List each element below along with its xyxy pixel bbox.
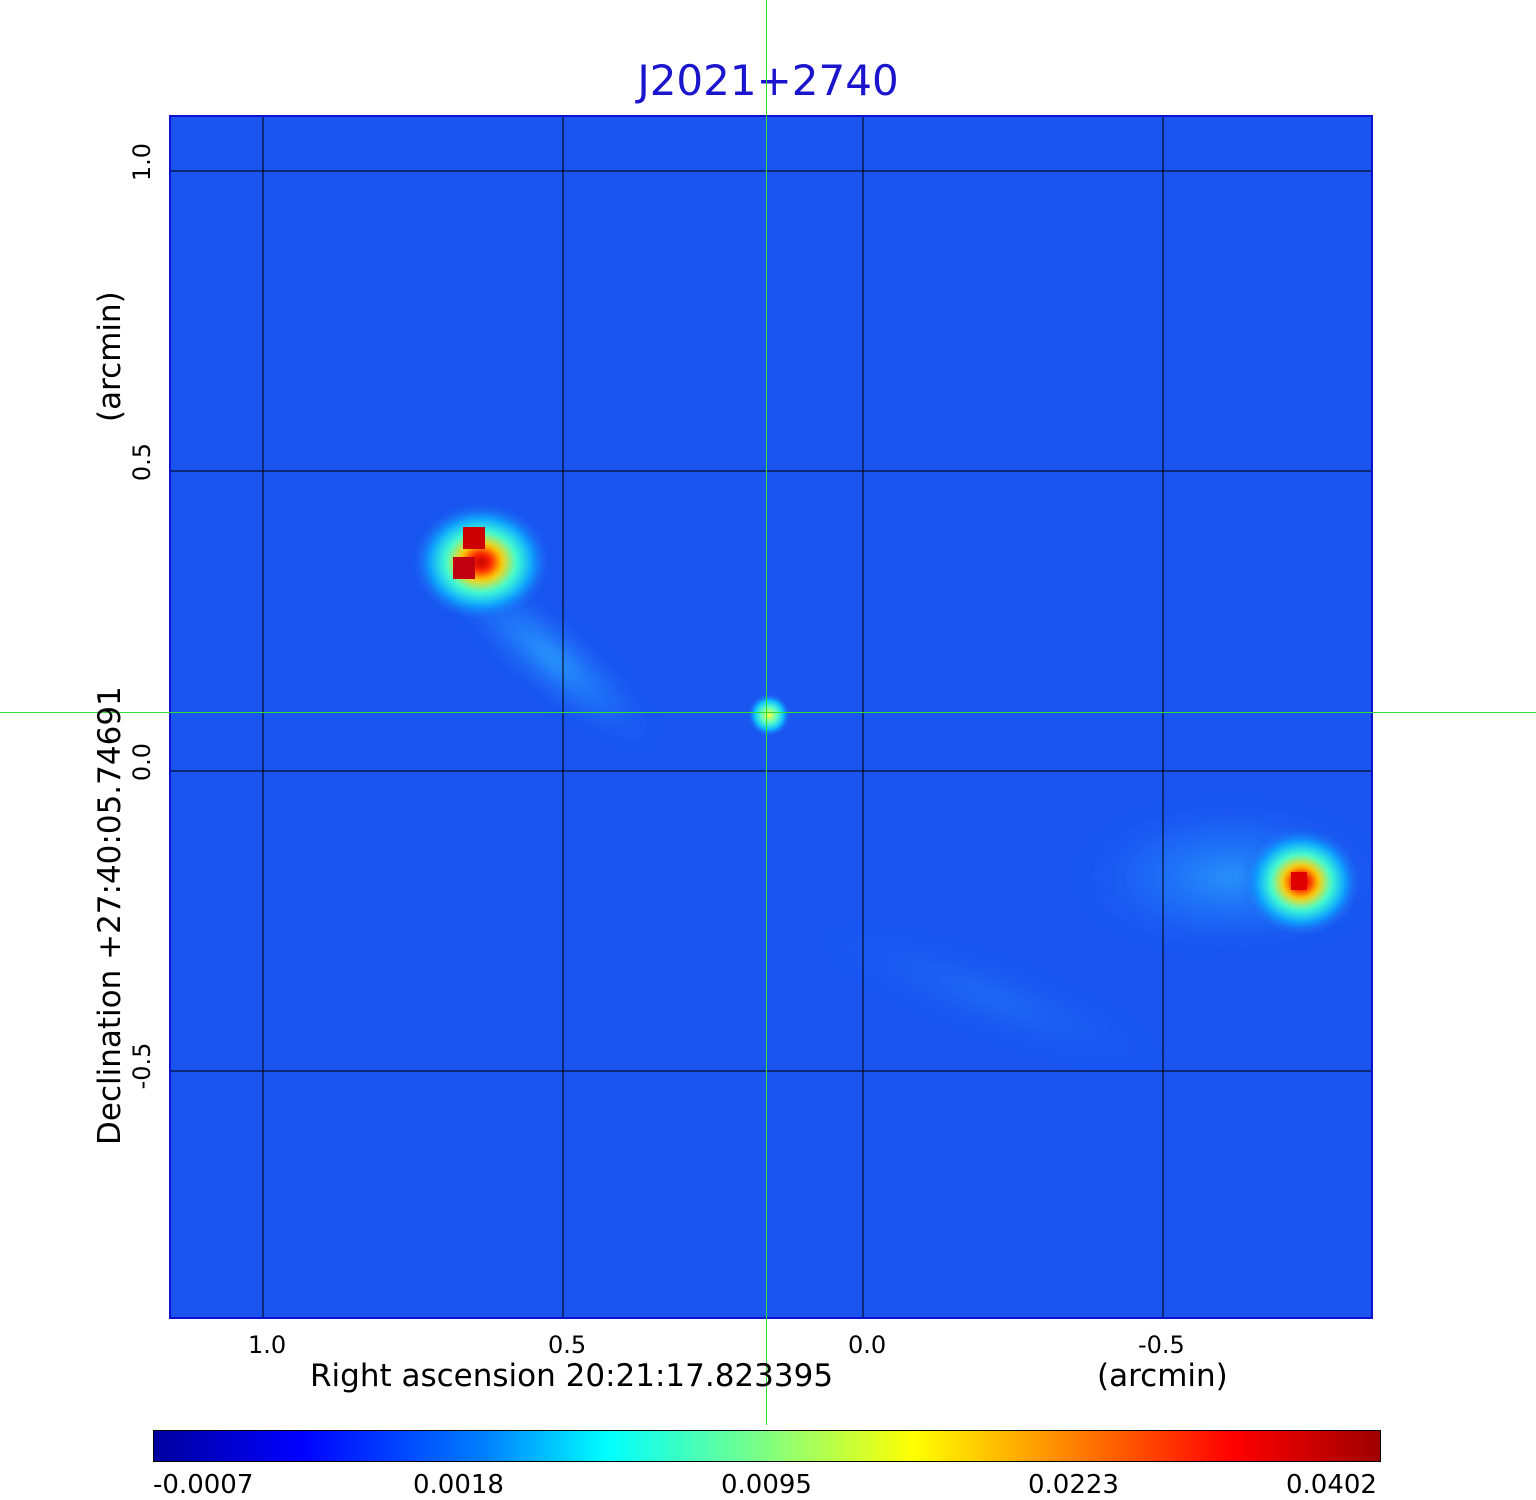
y-axis-unit: (arcmin): [92, 291, 128, 422]
colorbar-tick: -0.0007: [153, 1470, 254, 1500]
crosshair-horizontal: [0, 712, 1536, 713]
colorbar-tick: 0.0223: [1028, 1470, 1119, 1500]
coordinate-grid: [171, 117, 1371, 1317]
y-tick-label: 1.0: [128, 142, 156, 182]
source-north-east-lobe: [411, 502, 551, 622]
image-svg: [171, 117, 1371, 1317]
x-axis-unit: (arcmin): [1097, 1358, 1228, 1394]
x-axis-label: Right ascension 20:21:17.823395: [310, 1358, 834, 1394]
colorbar-tick: 0.0095: [721, 1470, 812, 1500]
colorbar: [153, 1430, 1381, 1462]
x-tick-label: 0.0: [848, 1331, 887, 1359]
y-tick-label: -0.5: [128, 1042, 156, 1090]
y-tick-label: 0.0: [128, 742, 156, 782]
y-tick-label: 0.5: [128, 442, 156, 482]
colorbar-tick: 0.0018: [413, 1470, 504, 1500]
colorbar-tick: 0.0402: [1286, 1470, 1377, 1500]
source-central-core: [747, 693, 791, 737]
x-tick-label: 0.5: [548, 1331, 587, 1359]
plot-title: J2021+2740: [637, 56, 899, 105]
x-tick-label: -0.5: [1138, 1331, 1185, 1359]
sky-image[interactable]: [169, 115, 1373, 1319]
x-tick-label: 1.0: [248, 1331, 287, 1359]
y-axis-label: Declination +27:40:05.74691: [92, 686, 128, 1145]
